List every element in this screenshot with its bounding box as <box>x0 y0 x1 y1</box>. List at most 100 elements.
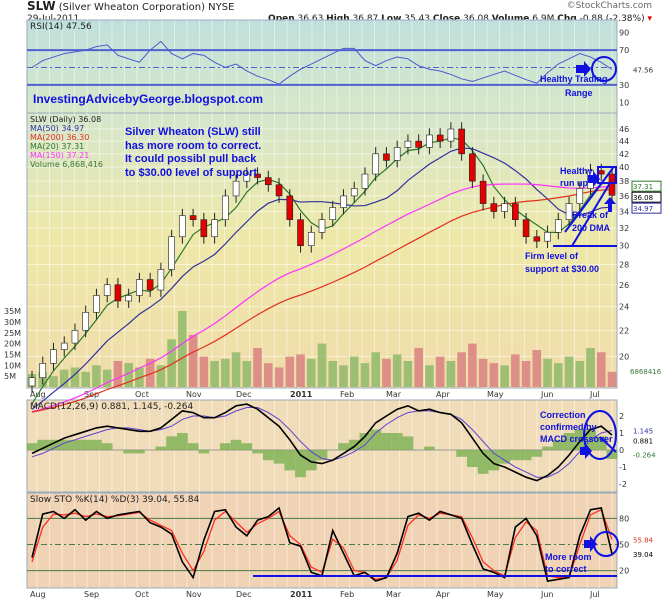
candle-body <box>307 232 315 246</box>
macd-histogram-bar <box>338 443 349 450</box>
volume-bar <box>113 360 123 387</box>
macd-histogram-bar <box>552 439 564 450</box>
candle-body <box>179 215 186 238</box>
macd-histogram-bar <box>456 450 467 457</box>
chart-date: 29-Jul-2011 <box>27 14 80 24</box>
candle-body <box>211 219 218 238</box>
main-note-4: to $30.00 level of support <box>125 167 257 179</box>
volume-bar <box>285 356 295 387</box>
volume-bar <box>81 371 90 387</box>
macd-note-1: Correction <box>540 410 586 420</box>
price-y-tick: 46 <box>619 125 629 134</box>
support-note-1: Firm level of <box>525 251 579 261</box>
x-tick-label: May <box>487 390 504 399</box>
macd-histogram-bar <box>69 439 81 450</box>
volume-bar <box>489 363 499 387</box>
macd-circle <box>583 410 617 460</box>
rsi-note-1: Healthy Trading <box>540 74 608 84</box>
volume-value: 6.9M <box>532 14 555 24</box>
candle-body <box>350 188 358 197</box>
price-last-label: 34.97 <box>633 205 653 213</box>
candle-body <box>436 134 444 142</box>
volume-y-tick: 25M <box>4 329 21 338</box>
volume-bar <box>296 354 305 387</box>
macd-histogram-bar <box>488 450 500 471</box>
volume-bar <box>221 358 230 387</box>
sto-y-tick: 20 <box>619 567 629 576</box>
candle-body <box>361 173 369 189</box>
break-note-2: 200 DMA <box>572 223 611 233</box>
candle-body <box>426 134 433 148</box>
annotations: InvestingAdvicebyGeorge.blogspot.com Hea… <box>33 56 619 577</box>
macd-histogram-bar <box>606 450 618 459</box>
candle-body <box>82 312 90 331</box>
candle-body <box>522 219 530 238</box>
macd-histogram-bar <box>542 446 553 450</box>
macd-histogram-bar <box>467 450 478 467</box>
macd-histogram-bar <box>58 439 70 450</box>
volume-bar <box>457 352 466 387</box>
macd-y-tick: -1 <box>619 463 627 472</box>
legend-ma20: MA(20) 37.31 <box>30 142 84 151</box>
volume-bar <box>70 367 80 387</box>
macd-histogram-bar <box>381 433 392 450</box>
volume-bar <box>264 363 273 387</box>
macd-histogram-bar <box>187 443 199 450</box>
candle-body <box>318 219 326 233</box>
macd-histogram-bar <box>198 450 210 454</box>
price-y-tick: 20 <box>619 352 629 361</box>
runup-note-2: run up <box>560 178 588 188</box>
candle-body <box>189 215 197 220</box>
x-tick-label: Oct <box>135 390 149 399</box>
macd-histogram-bar <box>359 433 371 450</box>
candle-body <box>297 219 304 246</box>
macd-histogram-bar <box>509 450 521 461</box>
macd-histogram-bar <box>230 439 242 450</box>
macd-histogram-bar <box>26 443 38 450</box>
rsi-line <box>31 40 613 85</box>
x-tick-label: Nov <box>186 390 202 399</box>
legend-ma50: MA(50) 34.97 <box>30 124 84 133</box>
quote-bar: Open 36.63 High 36.87 Low 35.43 Close 36… <box>268 14 652 25</box>
candle-body <box>458 128 465 155</box>
sto-title: Slow STO %K(14) %D(3) 39.04, 55.84 <box>30 495 200 505</box>
macd-histogram-bar <box>252 450 263 454</box>
macd-histogram-bar <box>284 450 296 471</box>
volume-bar <box>607 371 617 387</box>
candle-body <box>340 195 347 208</box>
volume-bar <box>317 343 327 387</box>
macd-histogram-bar <box>134 450 145 454</box>
macd-histogram-bar <box>241 443 253 450</box>
volume-bar <box>382 358 391 387</box>
macd-histogram-bar <box>101 443 113 450</box>
arrow-right-icon <box>584 536 597 552</box>
main-note-1: Silver Wheaton (SLW) still <box>125 126 261 138</box>
volume-bar <box>360 363 370 387</box>
stockcharts-brand: ©StockCharts.com <box>566 1 652 11</box>
candle-body <box>254 173 261 178</box>
volume-bar <box>102 369 112 387</box>
candle-body <box>533 236 541 242</box>
x-tick-label: May <box>487 590 504 599</box>
volume-bar <box>414 347 423 387</box>
macd-note-3: MACD crossover <box>540 434 613 444</box>
main-note-3: It could possibl pull back <box>125 153 257 165</box>
candle-body <box>597 170 605 175</box>
price-panel <box>26 112 618 389</box>
macd-y-tick: -2 <box>619 480 627 489</box>
candle-body <box>71 330 79 344</box>
volume-bar <box>554 363 563 387</box>
arrow-right-icon <box>580 443 592 459</box>
price-y-tick: 22 <box>619 326 629 335</box>
candle-body <box>157 269 165 291</box>
volume-bar <box>274 367 284 387</box>
macd-panel <box>26 399 618 493</box>
volume-bar <box>188 334 198 387</box>
volume-bar <box>371 352 380 387</box>
arrow-right-icon <box>588 171 600 187</box>
sto-y-tick: 80 <box>619 514 629 523</box>
x-tick-label: Aug <box>30 590 46 599</box>
volume-bar <box>425 365 434 387</box>
volume-bar <box>435 356 445 387</box>
macd-line <box>31 403 613 482</box>
